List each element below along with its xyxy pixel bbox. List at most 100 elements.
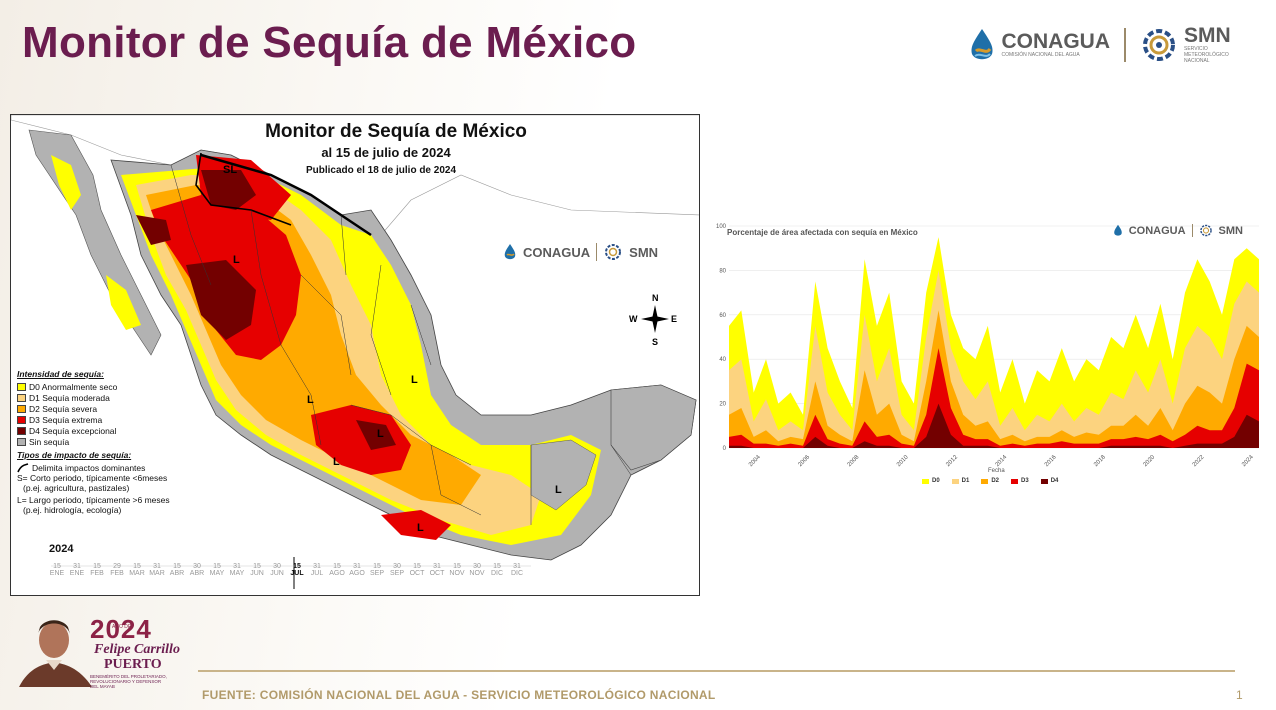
compass-east: E [671,314,677,324]
baja-d0-area [51,155,81,210]
timeline-month: DIC [490,570,504,577]
ts-ytick-label: 40 [719,357,726,363]
ts-legend-label: D0 [932,478,940,484]
ts-legend-item-d1: D1 [951,478,969,484]
conagua-subtitle: COMISIÓN NACIONAL DEL AGUA [1001,52,1080,58]
timeline-month: SEP [369,570,384,577]
region-label-sl: SL [223,164,237,176]
ts-xtick-label: 2012 [945,454,959,468]
timeline-month: ABR [169,570,185,577]
timeline-day: 15 [253,563,261,570]
footer-divider [198,670,1235,672]
state-borders [170,164,632,525]
ts-ytick-label: 0 [723,446,727,452]
timeline-day: 15 [133,563,141,570]
timeline-month: NOV [449,570,465,577]
legend-item-d2: D2 Sequía severa [17,403,170,414]
legend-swatch-none [17,437,26,446]
map-title: Monitor de Sequía de México [265,121,527,142]
timeline-day: 31 [73,563,81,570]
timeline-month: SEP [389,570,404,577]
map-published-date: Publicado el 18 de julio de 2024 [305,165,457,176]
impact-boundary-north [200,153,372,237]
timeline-day: 15 [213,563,221,570]
timeline-day: 30 [393,563,401,570]
d3-south-area [381,510,451,540]
compass-north: N [652,293,659,303]
legend-impact-line-label: Delimita impactos dominantes [32,462,146,473]
map-smn-name: SMN [629,244,659,260]
ts-area-d3 [729,348,1259,448]
legend-short-term-example: (p.ej. agricultura, pastizales) [23,483,130,493]
logo-separator [1124,28,1126,62]
legend-long-term: L= Largo periodo, típicamente >6 meses [17,495,170,505]
ts-xtick-label: 2014 [995,454,1009,468]
timeline-month: ENE [69,570,85,577]
ts-xtick-label: 2016 [1044,454,1058,468]
timeline-day: 15 [373,563,381,570]
ts-legend-label: D2 [991,478,1000,484]
legend-label-d0: D0 Anormalmente seco [29,381,118,392]
timeline-month: FEB [110,570,124,577]
timeseries-logos: CONAGUA SMN [1113,224,1243,237]
region-label-l1: L [233,254,240,266]
ts-xlabel: Fecha [988,468,1005,474]
d3-central-area [311,405,411,475]
legend-label-none: Sin sequía [29,436,70,447]
legend-swatch-d4 [17,426,26,435]
ts-legend-item-d2: D2 [981,478,999,484]
logo-tagline: BENEMÉRITO DEL PROLETARIADO, REVOLUCIONA… [90,674,167,689]
region-label-l4: L [333,456,340,468]
timeline-month: NOV [469,570,485,577]
legend-label-d1: D1 Sequía moderada [29,392,110,403]
legend-impact-line-row: Delimita impactos dominantes [17,462,170,473]
timeline-month: MAY [209,570,225,577]
portrait-icon [19,620,92,687]
footer-source: FUENTE: COMISIÓN NACIONAL DEL AGUA - SER… [202,688,716,702]
legend-label-d3: D3 Sequía extrema [29,414,103,425]
mexico-drought-map: SL L L L L L L L N S E W [11,115,699,589]
felipe-carrillo-puerto-logo: 2024 AÑO DE Felipe Carrillo PUERTO BENEM… [14,612,184,692]
ts-xtick-label: 2022 [1192,454,1206,468]
ts-area-d2 [729,310,1259,448]
ts-legend-item-d4: D4 [1040,478,1058,484]
timeseries-title: Porcentaje de área afectada con sequía e… [727,228,918,237]
timeline-month: OCT [429,570,445,577]
legend-label-d4: D4 Sequía excepcional [29,425,117,436]
ts-smn-icon [1199,224,1212,237]
timeline-day: 15 [453,563,461,570]
d4-sonora-area [186,260,256,340]
header-logos: CONAGUA COMISIÓN NACIONAL DEL AGUA SMN S… [968,25,1235,64]
ts-xtick-label: 2006 [797,454,811,468]
ts-xtick-label: 2010 [896,454,910,468]
ts-xtick-label: 2004 [748,454,762,468]
ts-ytick-label: 60 [719,313,726,319]
d4-north-area [201,170,256,210]
timeline-month: ENE [49,570,65,577]
smn-spiral-icon [1143,29,1175,61]
legend-item-d0: D0 Anormalmente seco [17,381,170,392]
timeline-day: 15 [493,563,501,570]
timeline-month: JUL [310,570,324,577]
timeline-day: 31 [313,563,321,570]
impact-line-icon [17,462,29,472]
ts-xtick-label: 2024 [1241,454,1255,468]
ts-ytick-label: 80 [719,268,726,274]
baja-sur-d0-area [106,275,141,330]
ts-logo-separator [1191,224,1193,237]
drought-map-panel: SL L L L L L L L N S E W Monitor de Sequ… [10,114,700,596]
timeline-day: 15 [53,563,61,570]
ts-legend-swatch [1011,478,1019,484]
region-label-l7: L [555,484,562,496]
logo-puerto: PUERTO [104,657,162,672]
legend-swatch-d1 [17,393,26,402]
timeline-month: OCT [409,570,425,577]
ts-xtick-label: 2020 [1143,454,1157,468]
ts-smn-name: SMN [1218,224,1243,237]
region-label-l6: L [417,522,424,534]
timeline-month: JUN [270,570,284,577]
timeline-month: ABR [189,570,205,577]
timeline-day: 30 [193,563,201,570]
ts-xtick-label: 2008 [847,454,861,468]
legend-swatch-d3 [17,415,26,424]
